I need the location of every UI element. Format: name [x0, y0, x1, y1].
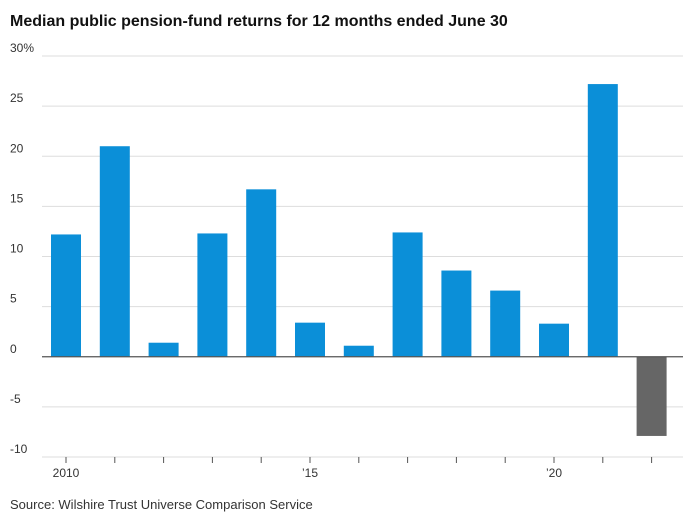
- source-note: Source: Wilshire Trust Universe Comparis…: [10, 497, 313, 512]
- x-tick-label: ’20: [546, 466, 562, 480]
- bar-2011: [99, 146, 130, 357]
- bar-2013: [197, 233, 228, 357]
- y-tick-label: 5: [10, 292, 17, 306]
- bar-2012: [148, 342, 179, 357]
- x-tick-label: ’15: [302, 466, 318, 480]
- bar-2015: [295, 322, 325, 357]
- y-tick-label: 10: [10, 242, 24, 256]
- bar-2018: [441, 270, 472, 357]
- grid-lines: [42, 55, 683, 458]
- bar-2014: [246, 189, 277, 357]
- bar-2019: [490, 290, 521, 357]
- bar-2021: [587, 84, 618, 357]
- y-tick-label: 30%: [10, 41, 34, 55]
- y-axis-labels: 30% 25 20 15 10 5 0 -5 -10: [10, 41, 34, 456]
- y-tick-label: 0: [10, 342, 17, 356]
- y-tick-label: -5: [10, 392, 21, 406]
- bar-2017: [392, 232, 423, 357]
- bar-2020: [539, 323, 569, 357]
- chart-title: Median public pension-fund returns for 1…: [10, 13, 508, 30]
- bar-2010: [51, 234, 81, 357]
- y-tick-label: 20: [10, 141, 24, 155]
- bar-2022: [636, 356, 667, 436]
- x-tick-label: 2010: [53, 466, 80, 480]
- y-tick-label: -10: [10, 442, 28, 456]
- y-tick-label: 15: [10, 191, 24, 205]
- x-axis-ticks: 2010 ’15 ’20: [53, 457, 653, 480]
- bars: [51, 84, 667, 436]
- y-tick-label: 25: [10, 91, 24, 105]
- bar-2016: [343, 345, 374, 357]
